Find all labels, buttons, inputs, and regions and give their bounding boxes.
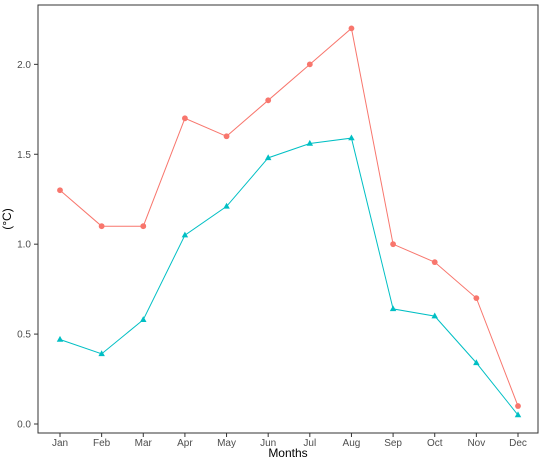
x-tick-label: Oct [427, 438, 443, 449]
y-tick-label: 0.5 [17, 330, 31, 341]
x-tick-label: Sep [384, 438, 402, 449]
series-2-point [264, 154, 272, 161]
series-1 [57, 25, 521, 409]
series-1-point [265, 97, 272, 104]
series-2-point [181, 231, 189, 238]
x-axis-title: Months [268, 446, 307, 460]
x-tick-label: Dec [509, 438, 527, 449]
series-1-point [182, 115, 188, 122]
series-2-point [140, 316, 147, 322]
series-1-point [515, 403, 521, 409]
series-1-point [140, 223, 147, 230]
series-2-point [514, 411, 522, 418]
x-tick-label: Mar [135, 438, 153, 449]
x-tick-label: May [217, 438, 236, 449]
series-2-point [389, 305, 397, 312]
series-2-point [98, 350, 105, 357]
y-axis: 0.0 0.5 1.0 1.5 2.0 [17, 60, 38, 431]
series-2-point [431, 312, 438, 319]
y-tick-label: 2.0 [17, 60, 31, 71]
x-tick-label: Feb [93, 438, 111, 449]
series-layer [56, 25, 522, 418]
x-tick-label: Nov [467, 438, 485, 449]
series-2-point [306, 139, 314, 146]
plot-panel-border [37, 4, 539, 434]
series-1-point [473, 295, 480, 302]
series-1-line [59, 27, 519, 407]
series-2-point [56, 335, 64, 342]
series-1-point [98, 223, 105, 230]
y-tick-label: 0.0 [17, 420, 31, 431]
x-tick-label: Jun [260, 438, 276, 449]
x-axis: Jan Feb Mar Apr May Jun Jul Aug Sep Oct Nov Dec [52, 433, 527, 449]
series-2-point [223, 202, 230, 209]
y-axis-title: (°C) [0, 208, 14, 229]
series-1-point [57, 187, 63, 194]
y-tick-label: 1.5 [17, 150, 31, 161]
series-2-line [59, 137, 519, 416]
series-2-point [473, 359, 480, 366]
series-1-point [223, 133, 230, 140]
series-1-point [390, 241, 396, 248]
series-1-point [348, 25, 355, 32]
series-1-point [431, 259, 438, 266]
series-1-point [306, 61, 313, 68]
x-tick-label: Aug [343, 438, 361, 449]
x-tick-label: Jan [52, 438, 68, 449]
series-2 [56, 134, 522, 418]
x-tick-label: Jul [303, 438, 316, 449]
x-tick-label: Apr [177, 438, 193, 449]
series-2-point [348, 134, 355, 141]
y-tick-label: 1.0 [17, 240, 31, 251]
